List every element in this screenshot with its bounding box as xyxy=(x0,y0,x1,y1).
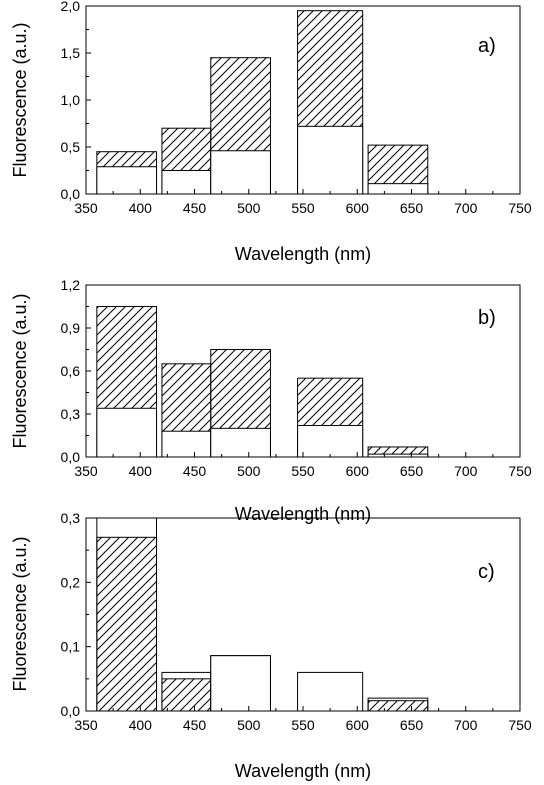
y-tick-label: 0,2 xyxy=(61,574,81,590)
bar-open xyxy=(297,671,364,712)
bar-open xyxy=(367,183,429,195)
y-tick-label: 0,5 xyxy=(61,139,81,155)
y-tick-label: 0,9 xyxy=(61,320,81,336)
bar-open xyxy=(210,427,271,458)
x-tick-label: 350 xyxy=(74,463,98,479)
y-tick-label: 1,0 xyxy=(61,92,81,108)
panel-c: 350 400 450 500 550 600 650 700 7500,00,10,20,3 … xyxy=(10,510,532,781)
x-axis-title: Wavelength (nm) xyxy=(235,504,371,524)
x-tick-label: 450 xyxy=(183,200,207,216)
bar-open xyxy=(96,166,158,195)
x-tick-label: 500 xyxy=(237,200,261,216)
y-tick-label: 0,1 xyxy=(61,639,81,655)
bar-open xyxy=(96,407,158,458)
x-tick-label: 650 xyxy=(400,717,424,733)
x-tick-label: 500 xyxy=(237,717,261,733)
panel-label: a) xyxy=(478,35,496,57)
y-tick-label: 0,6 xyxy=(61,363,81,379)
y-tick-label: 0,0 xyxy=(61,449,81,465)
x-tick-label: 700 xyxy=(454,463,478,479)
y-tick-label: 1,5 xyxy=(61,45,81,61)
x-axis-title: Wavelength (nm) xyxy=(235,244,371,264)
bar-hatched xyxy=(161,678,212,712)
bar-open xyxy=(161,170,212,195)
panel-a: 350 400 450 500 550 600 650 700 750 0,0 0,5 1,0 1,5 2… xyxy=(10,0,532,264)
bar-open xyxy=(297,424,364,458)
x-tick-label: 600 xyxy=(346,200,370,216)
x-tick-label: 600 xyxy=(346,717,370,733)
plot-area: 350 400 450 500 550 600 650 700 750 0,0 0,3 0,6 0,9 1… xyxy=(61,277,532,479)
x-tick-label: 400 xyxy=(129,717,153,733)
panel-label: c) xyxy=(478,561,495,583)
axis-frame xyxy=(85,517,521,712)
bar-open xyxy=(210,150,271,195)
bar-hatched xyxy=(96,536,158,712)
x-tick-label: 450 xyxy=(183,463,207,479)
y-tick-label: 1,2 xyxy=(61,277,81,293)
panel-label: b) xyxy=(478,307,496,329)
x-tick-label: 400 xyxy=(129,200,153,216)
bar-open xyxy=(210,655,271,712)
x-tick-label: 650 xyxy=(400,463,424,479)
x-tick-label: 600 xyxy=(346,463,370,479)
x-tick-label: 350 xyxy=(74,200,98,216)
bar-hatched xyxy=(367,700,429,712)
y-tick-label: 0,3 xyxy=(61,510,81,526)
plot-area: 350 400 450 500 550 600 650 700 750 0,0 0,5 1,0 1,5 2… xyxy=(61,0,532,216)
x-tick-label: 650 xyxy=(400,200,424,216)
bar-open xyxy=(161,430,212,458)
x-tick-label: 700 xyxy=(454,200,478,216)
x-tick-label: 700 xyxy=(454,717,478,733)
axis-frame xyxy=(85,5,521,195)
x-tick-label: 450 xyxy=(183,717,207,733)
x-tick-label: 750 xyxy=(508,463,532,479)
x-tick-label: 400 xyxy=(129,463,153,479)
y-axis-title: Fluorescence (a.u.) xyxy=(10,536,30,691)
y-axis-title: Fluorescence (a.u.) xyxy=(10,293,30,448)
x-tick-label: 550 xyxy=(291,200,315,216)
axis-frame xyxy=(85,284,521,458)
bar-open xyxy=(297,125,364,195)
x-tick-label: 350 xyxy=(74,717,98,733)
x-tick-label: 750 xyxy=(508,200,532,216)
y-tick-label: 0,0 xyxy=(61,186,81,202)
x-tick-label: 550 xyxy=(291,463,315,479)
y-axis-title: Fluorescence (a.u.) xyxy=(10,22,30,177)
panel-b: 350 400 450 500 550 600 650 700 750 0,0 0,3 0,6 0,9 1… xyxy=(10,277,532,524)
x-axis-title: Wavelength (nm) xyxy=(235,761,371,781)
plot-area: 350 400 450 500 550 600 650 700 750 0,0 0,1 0,2 0,3 xyxy=(61,510,532,733)
x-tick-label: 750 xyxy=(508,717,532,733)
y-tick-label: 0,3 xyxy=(61,406,81,422)
x-tick-label: 550 xyxy=(291,717,315,733)
y-tick-label: 2,0 xyxy=(61,0,81,14)
y-tick-label: 0,0 xyxy=(61,703,81,719)
x-tick-label: 500 xyxy=(237,463,261,479)
